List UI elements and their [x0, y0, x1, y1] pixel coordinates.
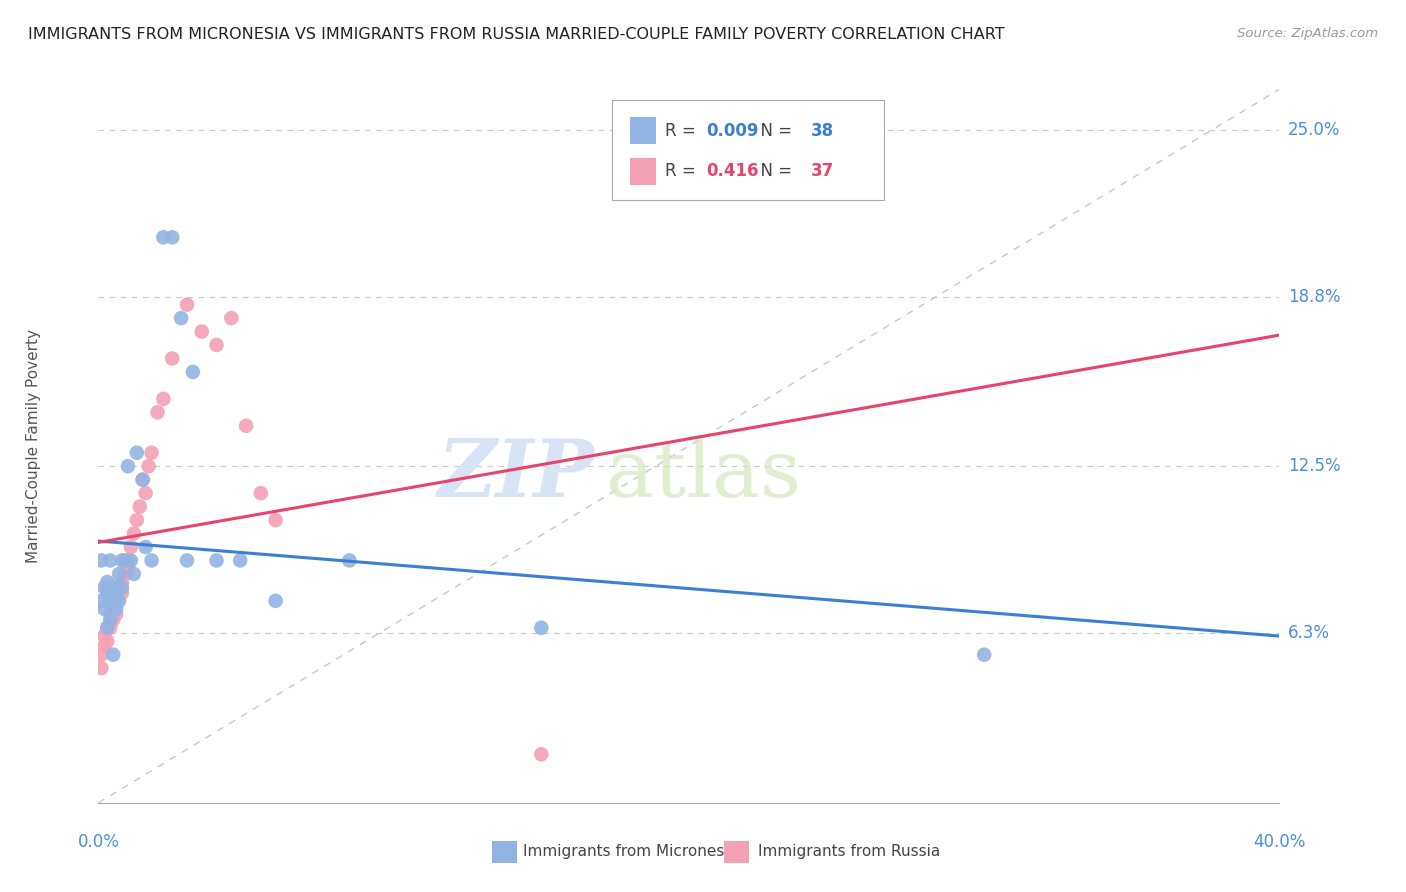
Point [191, 325, 214, 339]
Point [205, 553, 228, 567]
Text: N =: N = [751, 162, 797, 180]
Point [96, 586, 118, 600]
Point [96, 621, 118, 635]
Point [96, 634, 118, 648]
Point [125, 446, 148, 460]
Point [146, 405, 169, 419]
Point [122, 526, 145, 541]
Text: 40.0%: 40.0% [1253, 833, 1306, 851]
Point [103, 602, 125, 616]
Text: atlas: atlas [606, 435, 801, 514]
Point [98, 553, 121, 567]
Point [264, 513, 287, 527]
Point [90, 648, 112, 662]
Point [125, 513, 148, 527]
Point [93, 629, 115, 643]
Point [103, 648, 125, 662]
Point [337, 553, 360, 567]
Point [117, 558, 139, 573]
Point [135, 540, 157, 554]
Text: 25.0%: 25.0% [1288, 120, 1340, 138]
Point [176, 298, 198, 312]
Text: Immigrants from Micronesia: Immigrants from Micronesia [523, 845, 738, 859]
Point [93, 580, 115, 594]
Point [103, 613, 125, 627]
Point [105, 594, 128, 608]
Point [205, 338, 228, 352]
Point [235, 418, 257, 433]
Text: 6.3%: 6.3% [1288, 624, 1330, 642]
Point [141, 553, 163, 567]
Text: 0.416: 0.416 [707, 162, 759, 180]
Text: Married-Couple Family Poverty: Married-Couple Family Poverty [25, 329, 41, 563]
Point [162, 230, 183, 244]
Point [530, 621, 553, 635]
Point [90, 553, 112, 567]
Point [530, 747, 553, 762]
Point [111, 586, 134, 600]
Text: ZIP: ZIP [437, 436, 595, 513]
Point [117, 459, 139, 474]
Point [128, 500, 150, 514]
Point [98, 621, 121, 635]
Point [111, 574, 134, 589]
Point [111, 580, 134, 594]
Text: 0.0%: 0.0% [77, 833, 120, 851]
Text: 18.8%: 18.8% [1288, 287, 1340, 306]
Point [229, 553, 252, 567]
Point [122, 566, 145, 581]
Point [96, 574, 118, 589]
Point [162, 351, 183, 366]
Text: IMMIGRANTS FROM MICRONESIA VS IMMIGRANTS FROM RUSSIA MARRIED-COUPLE FAMILY POVER: IMMIGRANTS FROM MICRONESIA VS IMMIGRANTS… [28, 27, 1005, 42]
Point [98, 613, 121, 627]
Point [98, 607, 121, 622]
Point [181, 365, 204, 379]
Point [138, 459, 160, 474]
Point [108, 594, 131, 608]
Point [141, 446, 163, 460]
Point [973, 648, 995, 662]
Point [135, 486, 157, 500]
Point [250, 486, 273, 500]
Point [90, 594, 112, 608]
Text: 0.009: 0.009 [707, 121, 759, 139]
Point [120, 540, 142, 554]
FancyBboxPatch shape [630, 158, 655, 185]
Point [96, 621, 118, 635]
Point [93, 640, 115, 654]
Point [103, 594, 125, 608]
Point [111, 553, 134, 567]
Point [132, 473, 155, 487]
Point [152, 230, 174, 244]
Point [105, 586, 128, 600]
Point [114, 553, 136, 567]
Text: R =: R = [665, 121, 702, 139]
Point [170, 311, 193, 326]
Point [98, 594, 121, 608]
Text: 38: 38 [811, 121, 834, 139]
FancyBboxPatch shape [630, 117, 655, 145]
Text: 12.5%: 12.5% [1288, 458, 1340, 475]
Point [105, 602, 128, 616]
Point [152, 392, 174, 406]
Text: Source: ZipAtlas.com: Source: ZipAtlas.com [1237, 27, 1378, 40]
Point [114, 566, 136, 581]
Point [103, 580, 125, 594]
Point [264, 594, 287, 608]
Text: Immigrants from Russia: Immigrants from Russia [758, 845, 941, 859]
Point [120, 553, 142, 567]
Point [108, 566, 131, 581]
Point [90, 661, 112, 675]
Text: N =: N = [751, 121, 797, 139]
Text: 37: 37 [811, 162, 834, 180]
Point [108, 580, 131, 594]
Point [105, 607, 128, 622]
Point [93, 602, 115, 616]
Point [117, 553, 139, 567]
Point [176, 553, 198, 567]
FancyBboxPatch shape [612, 100, 884, 200]
Point [219, 311, 242, 326]
Text: R =: R = [665, 162, 702, 180]
Point [132, 473, 155, 487]
